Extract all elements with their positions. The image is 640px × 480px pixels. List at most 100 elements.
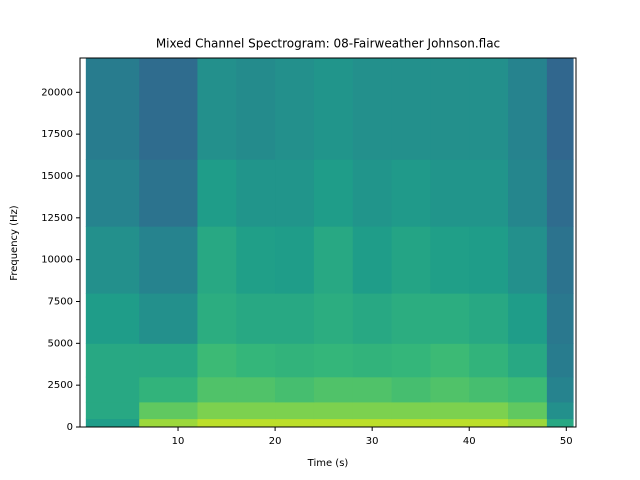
spectrogram-cell	[430, 343, 470, 378]
spectrogram-cell	[236, 159, 276, 227]
x-tick-label: 30	[366, 436, 379, 447]
spectrogram-cell	[391, 376, 431, 403]
x-tick-label: 20	[269, 436, 282, 447]
spectrogram-cell	[469, 159, 509, 227]
chart-title: Mixed Channel Spectrogram: 08-Fairweathe…	[156, 37, 500, 51]
spectrogram-cell	[85, 376, 140, 403]
spectrogram-cell	[197, 401, 237, 420]
spectrogram-cell	[313, 226, 354, 294]
spectrogram-cell	[139, 226, 198, 294]
spectrogram-cell	[508, 418, 548, 428]
spectrogram-cell	[85, 293, 140, 344]
spectrogram-cell	[236, 401, 276, 420]
spectrogram-cell	[197, 418, 237, 428]
spectrogram-cell	[139, 401, 198, 420]
spectrogram-cell	[469, 376, 509, 403]
y-axis-label: Frequency (Hz)	[9, 205, 20, 281]
spectrogram-cell	[197, 376, 237, 403]
spectrogram-cell	[469, 418, 509, 428]
spectrogram-cell	[546, 376, 574, 403]
spectrogram-cell	[508, 401, 548, 420]
spectrogram-cell	[391, 418, 431, 428]
spectrogram-cell	[275, 226, 315, 294]
spectrogram-cell	[391, 343, 431, 378]
spectrogram-cell	[236, 58, 276, 160]
y-tick-label: 15000	[41, 171, 73, 182]
y-tick-label: 20000	[41, 87, 73, 98]
spectrogram-cell	[391, 58, 431, 160]
spectrogram-cell	[546, 401, 574, 420]
spectrogram-cell	[352, 58, 393, 160]
y-tick-label: 17500	[41, 129, 73, 140]
spectrogram-cell	[139, 58, 198, 160]
y-tick-label: 7500	[48, 296, 73, 307]
spectrogram-cell	[313, 401, 354, 420]
spectrogram-cell	[430, 401, 470, 420]
spectrogram-cell	[508, 58, 548, 160]
spectrogram-cell	[313, 293, 354, 344]
spectrogram-cell	[352, 159, 393, 227]
spectrogram-cell	[275, 418, 315, 428]
spectrogram-cell	[139, 293, 198, 344]
spectrogram-cell	[546, 418, 574, 428]
spectrogram-cell	[469, 293, 509, 344]
spectrogram-cell	[546, 226, 574, 294]
spectrogram-cell	[236, 293, 276, 344]
spectrogram-cell	[275, 159, 315, 227]
spectrogram-cell	[197, 226, 237, 294]
spectrogram-cell	[469, 226, 509, 294]
spectrogram-cell	[508, 293, 548, 344]
spectrogram-cell	[85, 58, 140, 160]
y-tick-label: 12500	[41, 213, 73, 224]
spectrogram-cell	[430, 376, 470, 403]
spectrogram-cell	[236, 226, 276, 294]
x-tick-label: 40	[463, 436, 476, 447]
spectrogram-cell	[85, 159, 140, 227]
y-tick-label: 10000	[41, 255, 73, 266]
spectrogram-cell	[275, 376, 315, 403]
spectrogram-cell	[546, 58, 574, 160]
x-tick-label: 10	[172, 436, 185, 447]
spectrogram-cell	[313, 159, 354, 227]
spectrogram-cell	[430, 226, 470, 294]
spectrogram-cell	[469, 58, 509, 160]
spectrogram-cell	[469, 343, 509, 378]
x-axis-label: Time (s)	[307, 458, 349, 469]
spectrogram-cell	[546, 343, 574, 378]
spectrogram-cell	[197, 293, 237, 344]
spectrogram-cell	[236, 343, 276, 378]
spectrogram-cell	[508, 226, 548, 294]
x-tick-label: 50	[560, 436, 573, 447]
spectrogram-cell	[85, 343, 140, 378]
spectrogram-cell	[139, 418, 198, 428]
spectrogram-cell	[85, 226, 140, 294]
spectrogram-cell	[313, 58, 354, 160]
spectrogram-image	[85, 58, 574, 428]
spectrogram-cell	[391, 226, 431, 294]
spectrogram-cell	[508, 343, 548, 378]
axes-frame	[79, 57, 577, 428]
spectrogram-cell	[139, 159, 198, 227]
spectrogram-cell	[508, 159, 548, 227]
spectrogram-cell	[85, 401, 140, 420]
spectrogram-cell	[352, 293, 393, 344]
spectrogram-cell	[197, 159, 237, 227]
spectrogram-cell	[139, 343, 198, 378]
y-tick-label: 2500	[48, 380, 73, 391]
spectrogram-cell	[275, 401, 315, 420]
spectrogram-cell	[430, 293, 470, 344]
spectrogram-cell	[275, 58, 315, 160]
spectrogram-cell	[546, 159, 574, 227]
y-tick-label: 5000	[48, 338, 73, 349]
spectrogram-cell	[546, 293, 574, 344]
y-tick-label: 0	[67, 422, 73, 433]
spectrogram-cell	[313, 343, 354, 378]
spectrogram-cell	[275, 343, 315, 378]
spectrogram-cell	[197, 58, 237, 160]
spectrogram-cell	[313, 418, 354, 428]
spectrogram-cell	[352, 376, 393, 403]
spectrogram-cell	[430, 159, 470, 227]
spectrogram-cell	[236, 418, 276, 428]
spectrogram-cell	[352, 226, 393, 294]
